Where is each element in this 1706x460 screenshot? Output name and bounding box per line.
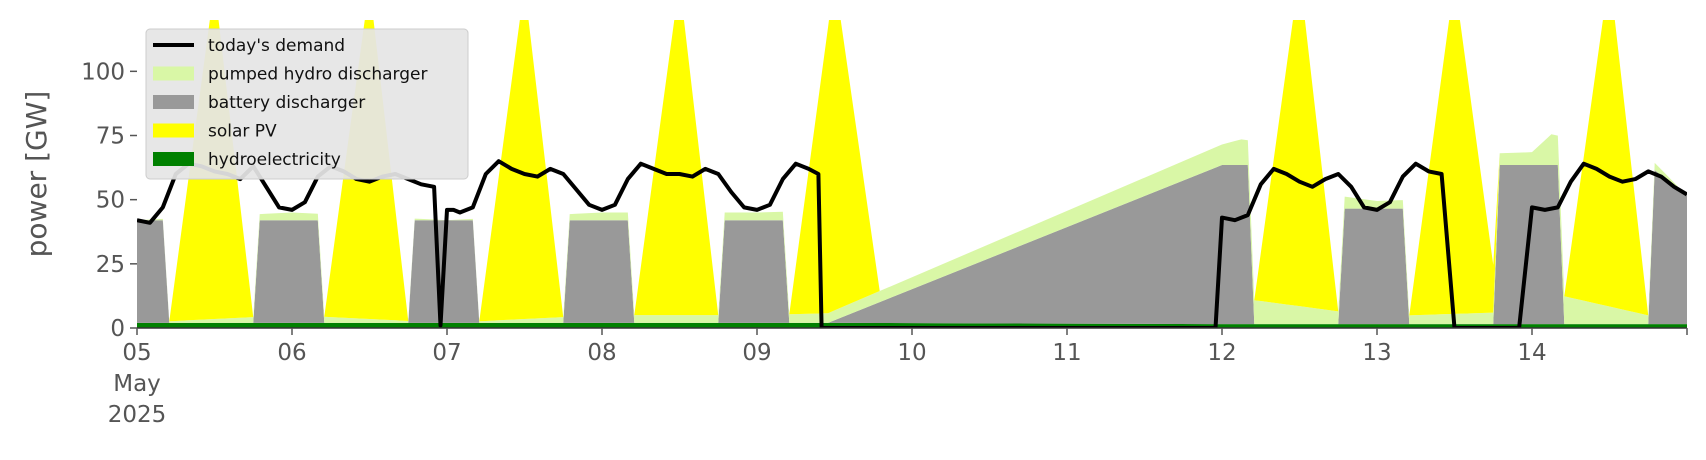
legend-label: pumped hydro discharger [208,65,427,85]
x-tick-label: 14 [1517,340,1546,366]
legend-swatch [153,95,194,109]
x-tick-label: 08 [587,340,616,366]
legend-label: today's demand [208,36,345,56]
legend-swatch [153,123,194,138]
legend: today's demand pumped hydro discharger bat… [145,28,469,180]
axes: 0 25 50 75 100 05 May 2025 06 07 08 09 10 11 12 13 14 [81,59,1688,428]
legend-label: solar PV [208,122,277,142]
x-tick-label: 12 [1207,340,1236,366]
area-solar-pv [137,20,1687,322]
legend-label: hydroelectricity [208,150,341,170]
x-tick-label: 10 [897,340,926,366]
y-tick-label: 50 [96,188,125,214]
x-tick-label: 13 [1362,340,1391,366]
x-tick-label: 06 [277,340,306,366]
y-tick-label: 75 [96,124,125,150]
legend-swatch [153,152,194,166]
legend-label: battery discharger [208,93,365,113]
x-tick-label: 07 [432,340,461,366]
x-tick-label: 2025 [108,402,167,428]
y-tick-label: 25 [96,252,125,278]
x-tick-label: 11 [1052,340,1081,366]
area-pumped-hydro-discharger [137,134,1687,325]
y-tick-label: 100 [81,59,125,85]
x-tick-label: 05 [122,340,151,366]
legend-swatch [153,66,194,81]
y-axis-label: power [GW] [20,91,53,258]
x-tick-label: May [113,371,161,397]
x-tick-label: 09 [742,340,771,366]
legend-box [145,28,469,180]
y-tick-label: 0 [110,316,125,342]
